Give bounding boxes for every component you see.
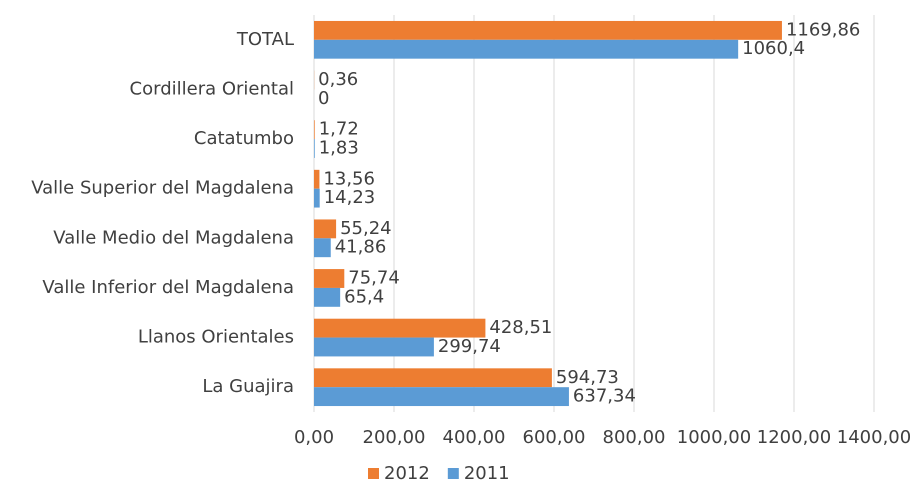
bar [314,39,739,59]
bar [314,238,331,258]
data-label: 299,74 [438,336,501,357]
bar [314,318,486,338]
data-label: 65,4 [344,286,384,307]
x-tick-label: 800,00 [603,427,666,448]
y-tick-label: Cordillera Oriental [130,78,294,99]
x-tick-label: 400,00 [443,427,506,448]
legend-swatch [368,468,379,479]
bar [314,188,320,208]
x-tick-label: 1200,00 [757,427,831,448]
data-label: 1169,86 [786,19,860,40]
y-tick-label: Catatumbo [194,128,294,149]
legend-swatch [447,468,459,479]
x-tick-label: 200,00 [363,427,426,448]
data-label: 428,51 [489,317,552,338]
x-tick-label: 600,00 [523,427,586,448]
bar [314,169,320,189]
bar [314,139,315,158]
y-tick-label: Llanos Orientales [138,327,294,348]
y-tick-label: Valle Inferior del Magdalena [42,277,294,298]
data-label: 637,34 [573,386,636,407]
data-label: 13,56 [323,168,375,189]
y-tick-label: Valle Medio del Magdalena [53,227,294,248]
x-tick-label: 0,00 [294,427,334,448]
bar [314,387,569,407]
data-label: 14,23 [324,187,376,208]
y-tick-label: TOTAL [236,29,294,50]
bar [314,219,337,239]
data-label: 0 [318,88,329,109]
legend-label: 2011 [464,463,510,484]
data-label: 1,72 [319,119,359,140]
bar [314,269,345,288]
data-label: 55,24 [340,218,392,239]
y-tick-label: La Guajira [202,376,294,397]
legend-label: 2012 [384,463,430,484]
data-label: 1,83 [319,137,359,158]
bar [314,20,782,40]
x-tick-label: 1000,00 [677,427,751,448]
bar [314,120,315,140]
bar [314,287,341,307]
data-label: 594,73 [556,367,619,388]
data-label: 75,74 [348,268,400,289]
bar [314,368,552,388]
y-tick-label: Valle Superior del Magdalena [31,178,294,199]
data-label: 41,86 [335,237,387,258]
data-label: 1060,4 [742,38,805,59]
x-tick-label: 1400,00 [837,427,911,448]
data-label: 0,36 [318,69,358,90]
bar [314,337,434,357]
